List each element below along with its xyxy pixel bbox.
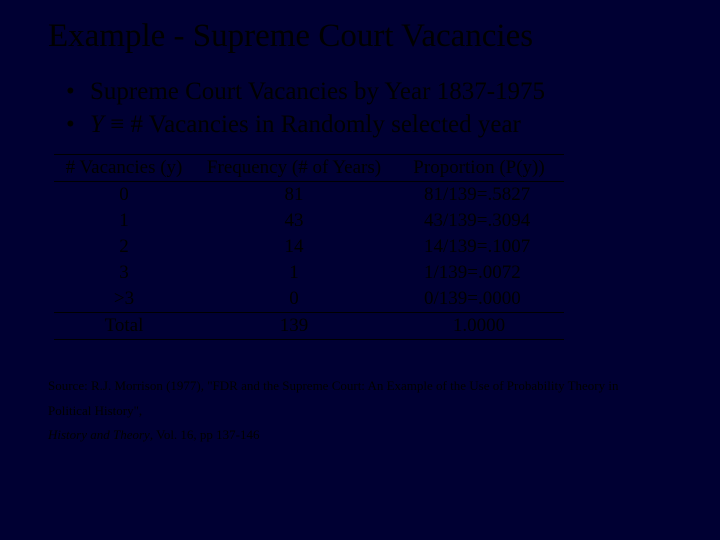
cell: 14 bbox=[194, 234, 394, 260]
cell: 1.0000 bbox=[394, 313, 564, 340]
table-row: >3 0 0/139=.0000 bbox=[54, 286, 564, 313]
cell: 14/139=.1007 bbox=[394, 234, 564, 260]
col-header: Proportion (P(y)) bbox=[394, 155, 564, 182]
table-row: 3 1 1/139=.0072 bbox=[54, 260, 564, 286]
cell: 81/139=.5827 bbox=[394, 182, 564, 209]
bullet-list: Supreme Court Vacancies by Year 1837-197… bbox=[48, 77, 672, 140]
cell: 3 bbox=[54, 260, 194, 286]
bullet-italic-prefix: Y bbox=[90, 111, 104, 138]
data-table-wrap: # Vacancies (y) Frequency (# of Years) P… bbox=[54, 154, 672, 340]
source-line-2: History and Theory, Vol. 16, pp 137-146 bbox=[48, 423, 662, 448]
table-total-row: Total 139 1.0000 bbox=[54, 313, 564, 340]
table-row: 0 81 81/139=.5827 bbox=[54, 182, 564, 209]
vacancies-table: # Vacancies (y) Frequency (# of Years) P… bbox=[54, 154, 564, 340]
table-row: 2 14 14/139=.1007 bbox=[54, 234, 564, 260]
cell: 0 bbox=[194, 286, 394, 313]
col-header: # Vacancies (y) bbox=[54, 155, 194, 182]
col-header: Frequency (# of Years) bbox=[194, 155, 394, 182]
source-rest: , Vol. 16, pp 137-146 bbox=[150, 427, 260, 442]
table-row: 1 43 43/139=.3094 bbox=[54, 208, 564, 234]
bullet-item: Supreme Court Vacancies by Year 1837-197… bbox=[66, 77, 672, 108]
table-body: 0 81 81/139=.5827 1 43 43/139=.3094 2 14… bbox=[54, 182, 564, 340]
cell: 1/139=.0072 bbox=[394, 260, 564, 286]
cell: 139 bbox=[194, 313, 394, 340]
cell: 0/139=.0000 bbox=[394, 286, 564, 313]
cell: 81 bbox=[194, 182, 394, 209]
bullet-text: Supreme Court Vacancies by Year 1837-197… bbox=[90, 78, 545, 105]
table-header-row: # Vacancies (y) Frequency (# of Years) P… bbox=[54, 155, 564, 182]
source-line-1: Source: R.J. Morrison (1977), "FDR and t… bbox=[48, 374, 662, 423]
slide: Example - Supreme Court Vacancies Suprem… bbox=[0, 0, 720, 460]
bullet-item: Y ≡ # Vacancies in Randomly selected yea… bbox=[66, 110, 672, 141]
cell: 1 bbox=[54, 208, 194, 234]
cell: 43/139=.3094 bbox=[394, 208, 564, 234]
cell: 0 bbox=[54, 182, 194, 209]
cell: >3 bbox=[54, 286, 194, 313]
cell: 1 bbox=[194, 260, 394, 286]
cell: Total bbox=[54, 313, 194, 340]
source-journal: History and Theory bbox=[48, 427, 150, 442]
cell: 43 bbox=[194, 208, 394, 234]
bullet-text: ≡ # Vacancies in Randomly selected year bbox=[104, 111, 521, 138]
source-citation: Source: R.J. Morrison (1977), "FDR and t… bbox=[48, 374, 672, 448]
cell: 2 bbox=[54, 234, 194, 260]
slide-title: Example - Supreme Court Vacancies bbox=[48, 18, 672, 55]
